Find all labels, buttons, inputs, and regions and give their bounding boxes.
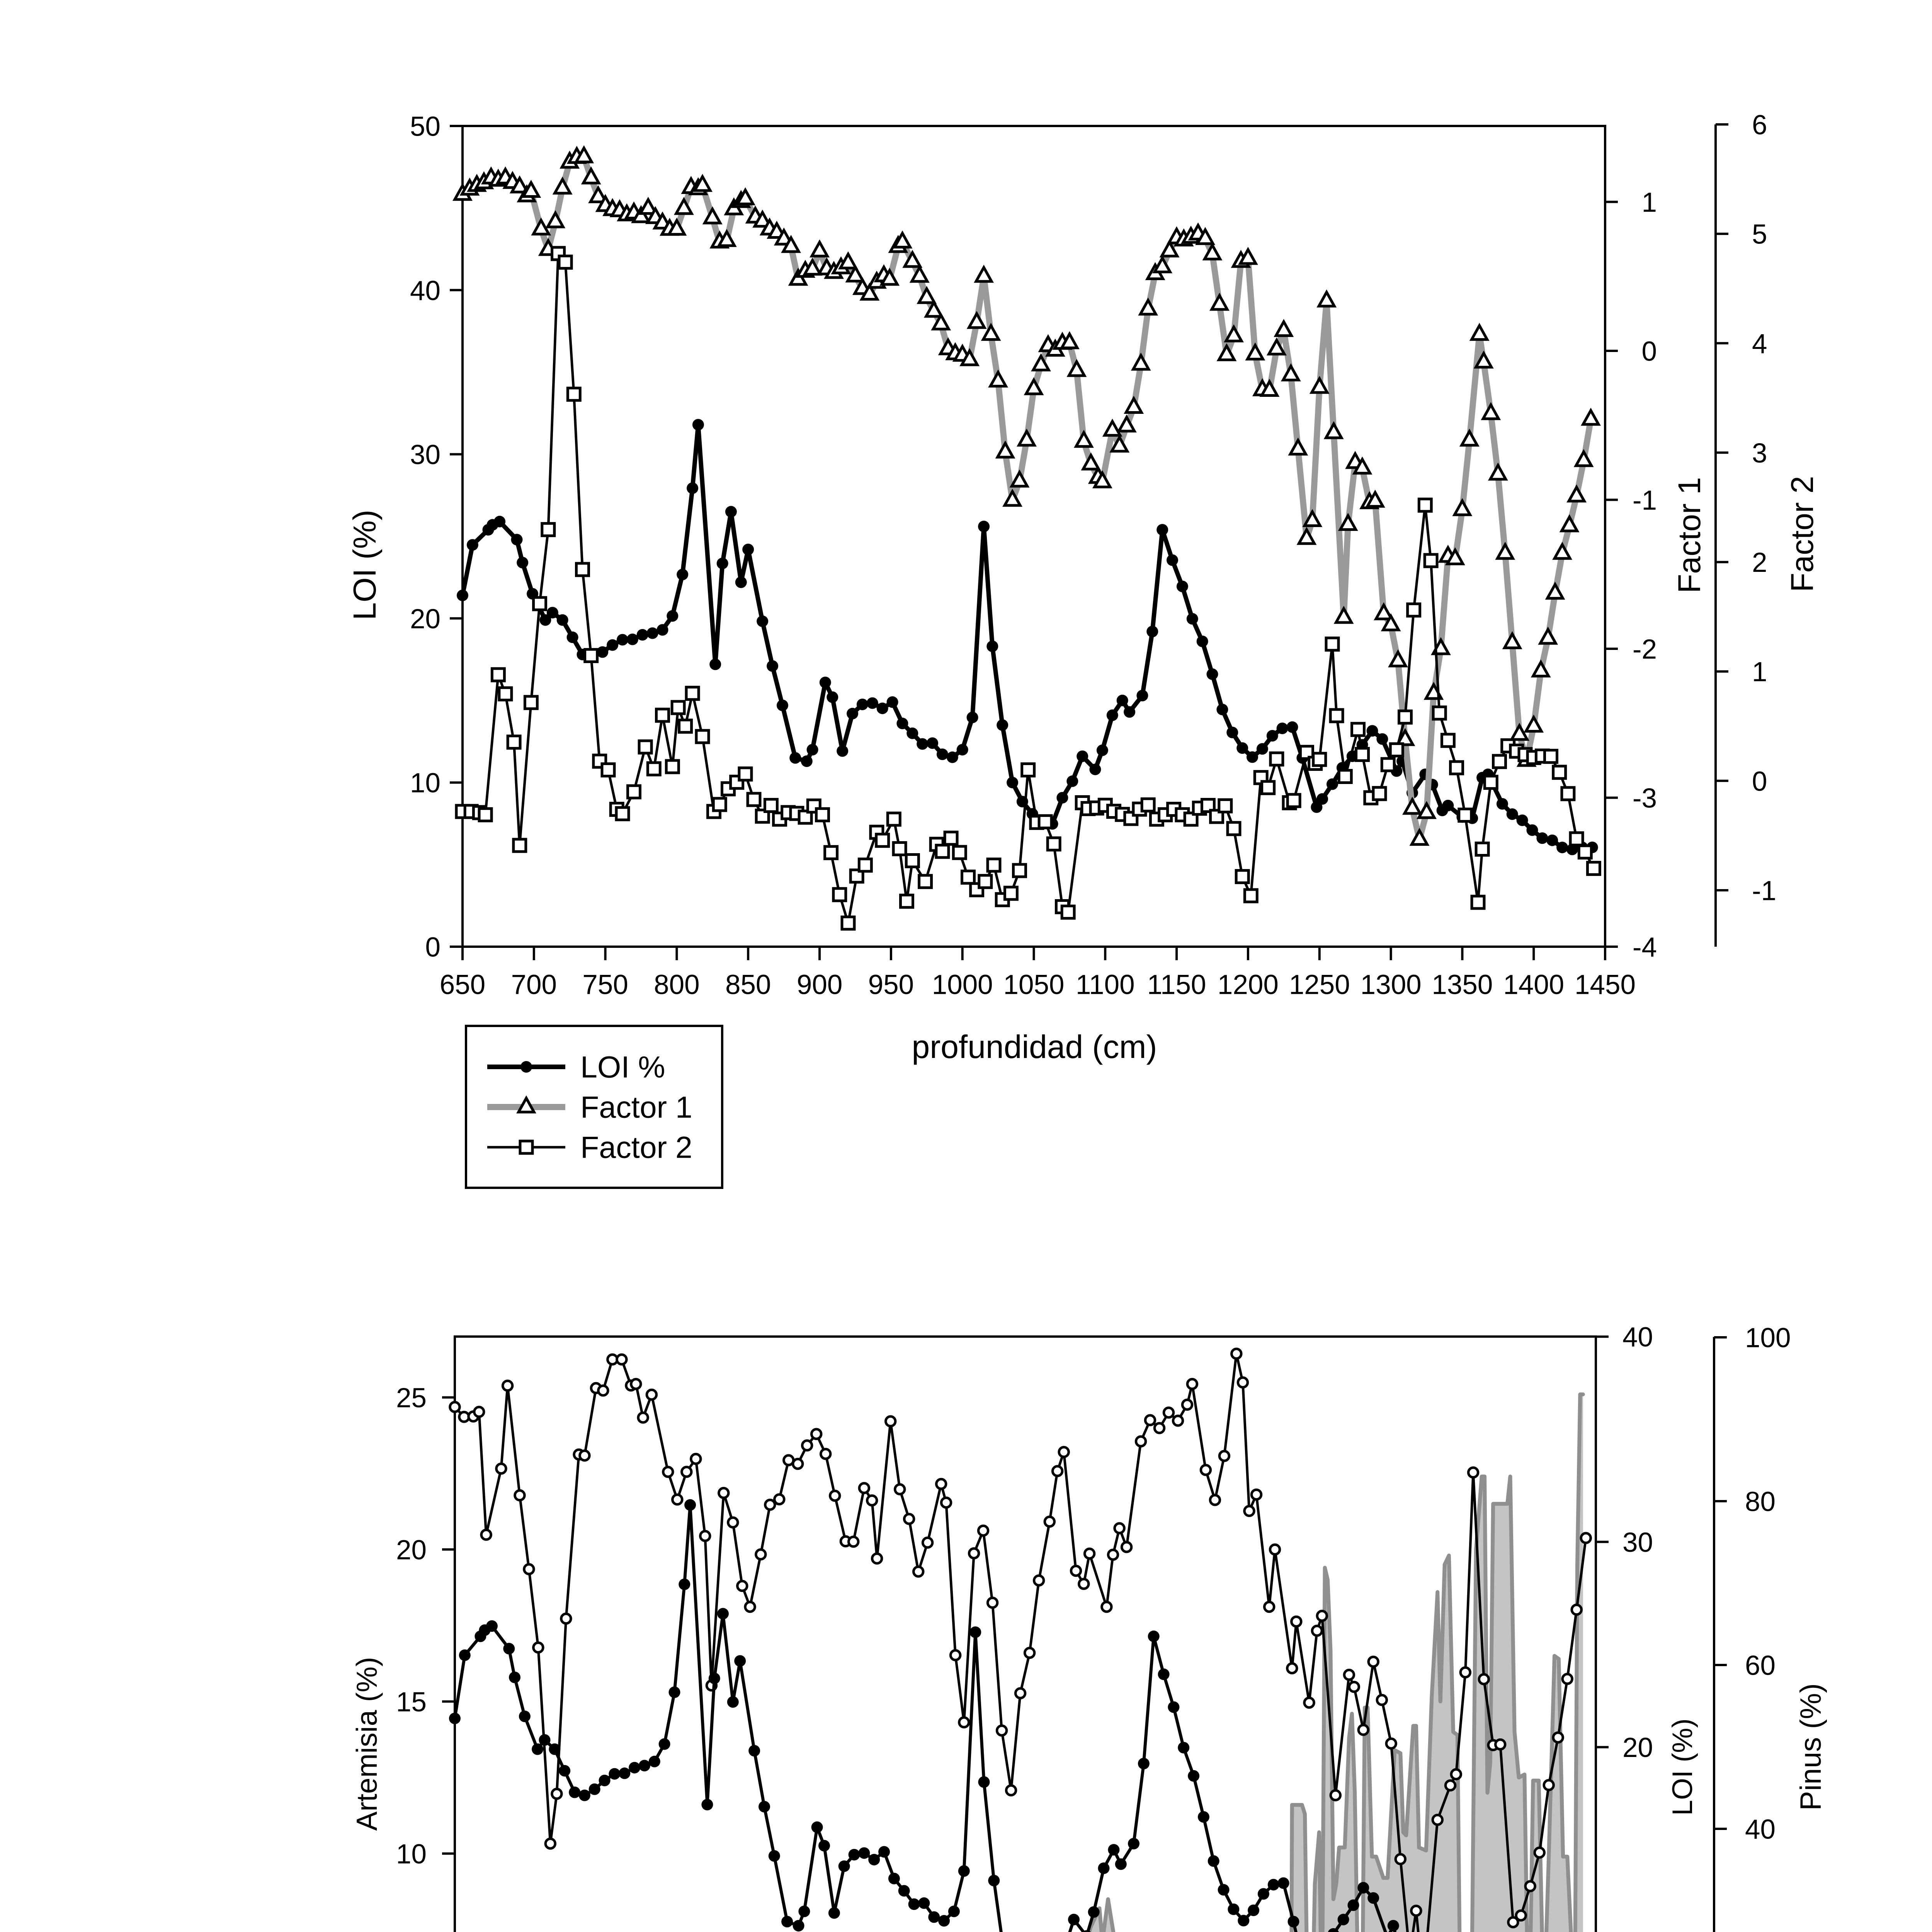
- svg-text:1400: 1400: [1503, 970, 1564, 1000]
- svg-text:20: 20: [396, 1535, 427, 1566]
- svg-text:10: 10: [410, 768, 440, 799]
- svg-text:1000: 1000: [932, 970, 993, 1000]
- svg-text:-3: -3: [1633, 783, 1657, 814]
- svg-text:0: 0: [1752, 766, 1767, 797]
- svg-text:LOI (%): LOI (%): [1667, 1718, 1698, 1815]
- svg-text:100: 100: [1745, 1323, 1791, 1354]
- svg-text:Factor 1: Factor 1: [580, 1090, 692, 1124]
- svg-text:800: 800: [654, 970, 699, 1000]
- svg-text:40: 40: [1622, 1322, 1653, 1353]
- svg-text:2: 2: [1752, 548, 1767, 578]
- svg-text:700: 700: [511, 970, 557, 1000]
- svg-text:0: 0: [1642, 337, 1657, 367]
- svg-text:0: 0: [425, 932, 441, 963]
- svg-text:950: 950: [868, 970, 914, 1000]
- svg-text:850: 850: [725, 970, 771, 1000]
- svg-text:1450: 1450: [1575, 970, 1636, 1000]
- svg-text:15: 15: [396, 1687, 427, 1718]
- svg-text:Factor 2: Factor 2: [580, 1130, 692, 1165]
- svg-text:-1: -1: [1633, 485, 1657, 516]
- svg-text:-4: -4: [1633, 932, 1657, 963]
- svg-text:900: 900: [797, 970, 842, 1000]
- svg-text:4: 4: [1752, 329, 1767, 359]
- svg-text:750: 750: [582, 970, 628, 1000]
- svg-text:5: 5: [1752, 219, 1767, 250]
- svg-text:1050: 1050: [1003, 970, 1065, 1000]
- svg-text:1: 1: [1642, 187, 1657, 218]
- svg-text:25: 25: [396, 1383, 427, 1413]
- svg-text:-2: -2: [1633, 634, 1657, 665]
- svg-text:Pinus (%): Pinus (%): [1794, 1683, 1827, 1810]
- svg-text:40: 40: [410, 276, 440, 306]
- svg-text:6: 6: [1752, 110, 1767, 141]
- svg-text:60: 60: [1745, 1651, 1776, 1681]
- svg-text:Artemisia (%): Artemisia (%): [350, 1657, 383, 1831]
- svg-text:Factor 2: Factor 2: [1785, 476, 1820, 592]
- svg-text:50: 50: [410, 112, 440, 142]
- svg-text:30: 30: [1622, 1527, 1653, 1558]
- svg-text:LOI (%): LOI (%): [347, 510, 383, 620]
- svg-text:80: 80: [1745, 1487, 1776, 1517]
- svg-text:3: 3: [1752, 438, 1767, 469]
- svg-text:Factor 1: Factor 1: [1672, 477, 1707, 594]
- svg-text:profundidad (cm): profundidad (cm): [912, 1029, 1157, 1065]
- svg-text:20: 20: [410, 604, 440, 634]
- svg-text:30: 30: [410, 440, 440, 470]
- svg-text:1: 1: [1752, 657, 1767, 687]
- svg-text:LOI %: LOI %: [580, 1050, 665, 1084]
- svg-text:650: 650: [440, 970, 485, 1000]
- svg-text:1150: 1150: [1147, 970, 1206, 1000]
- svg-text:40: 40: [1745, 1815, 1776, 1845]
- svg-text:1300: 1300: [1361, 970, 1422, 1000]
- svg-text:1200: 1200: [1218, 970, 1279, 1000]
- svg-text:10: 10: [396, 1839, 427, 1870]
- svg-text:-1: -1: [1752, 876, 1776, 906]
- svg-text:1350: 1350: [1432, 970, 1493, 1000]
- svg-text:1100: 1100: [1076, 970, 1135, 1000]
- svg-text:20: 20: [1622, 1733, 1653, 1763]
- svg-text:1250: 1250: [1289, 970, 1350, 1000]
